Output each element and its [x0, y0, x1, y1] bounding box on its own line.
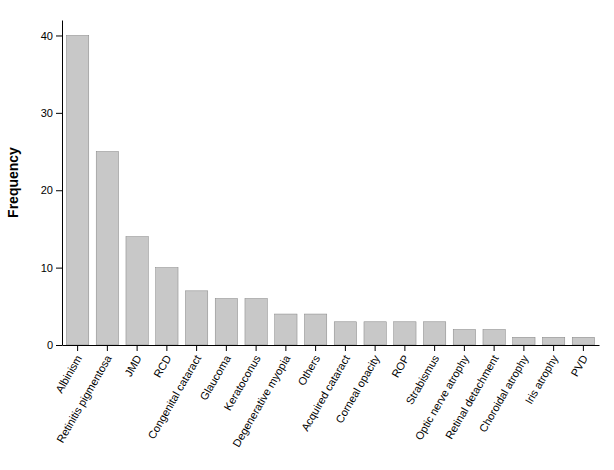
x-tick-mark — [345, 345, 346, 351]
x-tick: Retinal detachment — [443, 345, 501, 441]
x-tick: Retinitis pigmentosa — [54, 345, 114, 445]
x-tick-mark — [375, 345, 376, 351]
y-tick-label: 30 — [41, 107, 53, 119]
bar — [185, 291, 207, 345]
x-tick-mark — [196, 345, 197, 351]
x-tick: Albinism — [53, 345, 84, 395]
x-tick-mark — [107, 345, 108, 351]
bar — [156, 268, 178, 345]
x-tick-label: ROP — [389, 353, 411, 380]
x-tick-label: Others — [295, 353, 322, 388]
x-tick-label: PVD — [568, 353, 590, 379]
bar — [275, 314, 297, 345]
x-tick-label: Optic nerve atrophy — [413, 353, 472, 443]
y-tick-mark — [56, 190, 62, 191]
x-tick-label: Congenital cataract — [145, 353, 203, 441]
x-tick-mark — [315, 345, 316, 351]
x-tick-label: Corneal opacity — [333, 353, 382, 426]
bar — [483, 330, 505, 345]
x-tick: PVD — [568, 345, 590, 379]
y-axis-line — [62, 21, 63, 346]
y-tick-mark — [56, 345, 62, 346]
x-tick-mark — [523, 345, 524, 351]
bar — [334, 322, 356, 345]
x-tick-label: Iris atrophy — [523, 353, 561, 407]
x-tick-label: JMD — [122, 353, 144, 379]
x-tick: Congenital cataract — [145, 345, 203, 441]
bar — [96, 152, 118, 345]
x-tick-label: Albinism — [53, 353, 84, 395]
y-tick-label: 20 — [41, 184, 53, 196]
y-tick-mark — [56, 35, 62, 36]
x-tick-label: Retinitis pigmentosa — [54, 352, 114, 445]
x-tick-mark — [464, 345, 465, 351]
x-tick-mark — [77, 345, 78, 351]
y-tick: 20 — [41, 184, 62, 196]
x-tick-label: Choroidal atrophy — [477, 353, 531, 435]
x-tick-mark — [285, 345, 286, 351]
chart: AlbinismRetinitis pigmentosa JMD RCDCongen… — [0, 0, 614, 470]
x-tick-mark — [494, 345, 495, 351]
x-tick: Degenerative myopia — [230, 345, 293, 449]
x-tick: JMD — [122, 345, 144, 379]
plot-area — [66, 35, 594, 345]
x-tick-label: RCD — [151, 353, 173, 380]
y-tick: 30 — [41, 107, 62, 119]
x-axis-line — [63, 345, 600, 346]
bar — [513, 337, 535, 345]
y-tick-label: 40 — [41, 29, 53, 41]
x-tick-mark — [553, 345, 554, 351]
bar — [304, 314, 326, 345]
x-tick-mark — [434, 345, 435, 351]
x-tick: Iris atrophy — [523, 345, 561, 406]
x-tick-label: Degenerative myopia — [230, 352, 293, 449]
y-tick: 10 — [41, 262, 62, 274]
bar — [215, 299, 237, 345]
y-tick-mark — [56, 268, 62, 269]
y-tick-label: 0 — [47, 339, 53, 351]
y-axis: 0 10 20 30 40 — [41, 21, 63, 352]
y-tick-mark — [56, 113, 62, 114]
x-tick-mark — [404, 345, 405, 351]
y-tick: 40 — [41, 29, 62, 41]
y-axis-title: Frequency — [5, 147, 21, 218]
x-tick: RCD — [151, 345, 173, 380]
y-tick-label: 10 — [41, 262, 53, 274]
bar — [453, 330, 475, 345]
chart-container: AlbinismRetinitis pigmentosa JMD RCDCongen… — [0, 0, 614, 470]
x-tick: ROP — [389, 345, 411, 380]
x-tick: Corneal opacity — [333, 345, 382, 425]
bar — [423, 322, 445, 345]
bar — [364, 322, 386, 345]
bar — [542, 337, 564, 345]
y-tick: 0 — [47, 339, 62, 351]
x-tick-mark — [166, 345, 167, 351]
bar — [572, 337, 594, 345]
x-tick: Others — [295, 345, 322, 388]
x-tick-mark — [256, 345, 257, 351]
x-tick-mark — [226, 345, 227, 351]
x-tick: Optic nerve atrophy — [413, 345, 472, 442]
bar — [245, 299, 267, 345]
bar — [126, 237, 148, 345]
x-axis: AlbinismRetinitis pigmentosa JMD RCDCongen… — [53, 345, 600, 449]
bar — [66, 35, 88, 345]
x-tick-mark — [137, 345, 138, 351]
bar — [394, 322, 416, 345]
x-tick: Choroidal atrophy — [477, 345, 531, 434]
x-tick-mark — [583, 345, 584, 351]
x-tick-label: Retinal detachment — [443, 353, 501, 441]
